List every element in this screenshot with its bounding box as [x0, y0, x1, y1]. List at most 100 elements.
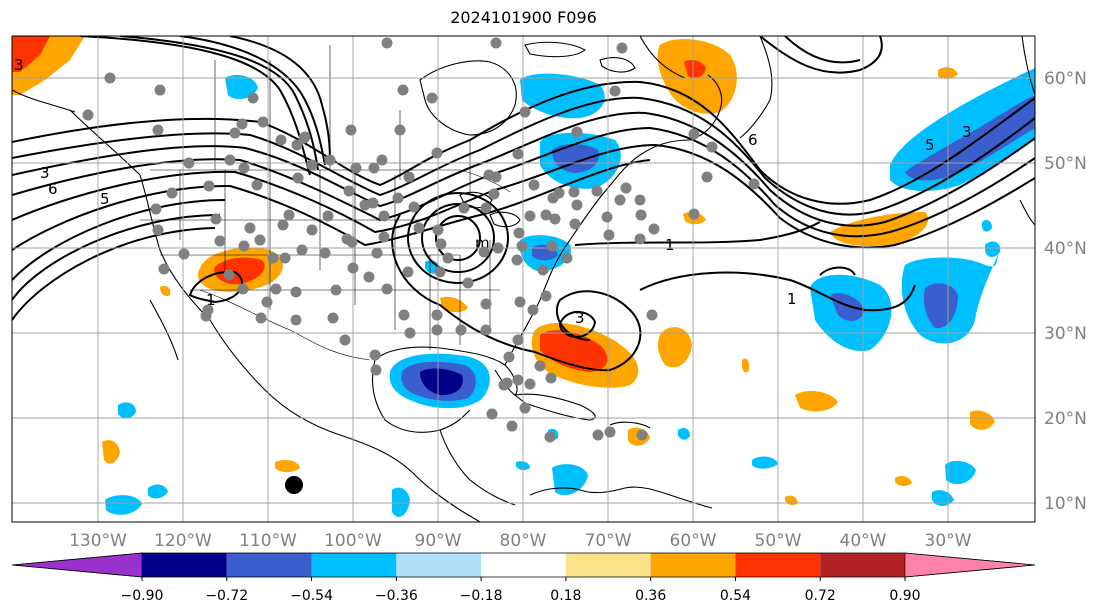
station-marker: [455, 324, 467, 336]
lat-labels: 60°N 50°N 40°N 30°N 20°N 10°N: [1044, 69, 1087, 514]
station-marker: [432, 224, 444, 236]
station-marker: [511, 254, 523, 266]
station-marker: [254, 234, 266, 246]
station-marker: [261, 296, 273, 308]
contours: [12, 36, 1035, 372]
station-marker: [431, 147, 443, 159]
colorbar-bin: [565, 553, 651, 577]
lon-label: 70°W: [585, 531, 632, 551]
station-marker: [458, 202, 470, 214]
anomaly-shading: [12, 36, 1035, 517]
colorbar-tick-label: −0.36: [375, 588, 418, 604]
station-marker: [224, 154, 236, 166]
station-marker: [480, 324, 492, 336]
station-marker: [528, 179, 540, 191]
station-marker: [519, 402, 531, 414]
station-marker: [324, 154, 336, 166]
station-marker: [291, 139, 303, 151]
station-marker: [370, 364, 382, 376]
station-marker: [394, 124, 406, 136]
contour-label: 5: [925, 136, 935, 154]
station-marker: [223, 269, 235, 281]
lon-label: 110°W: [239, 531, 297, 551]
lon-label: 50°W: [755, 531, 802, 551]
station-marker: [267, 252, 279, 264]
colorbar: [11, 552, 1036, 578]
station-marker: [319, 247, 331, 259]
station-marker: [480, 298, 492, 310]
station-marker: [544, 431, 556, 443]
station-marker: [488, 188, 500, 200]
station-marker: [486, 408, 498, 420]
station-marker: [524, 210, 536, 222]
station-marker: [236, 118, 248, 130]
colorbar-bin: [735, 553, 821, 577]
lon-label: 120°W: [154, 531, 212, 551]
station-marker: [166, 187, 178, 199]
station-marker: [534, 360, 546, 372]
station-marker: [150, 203, 162, 215]
station-marker: [603, 229, 615, 241]
colorbar-bin: [820, 553, 905, 577]
station-marker: [442, 252, 454, 264]
map-frame: [11, 35, 1036, 523]
colorbar-tick-label: −0.18: [460, 588, 503, 604]
station-marker: [343, 185, 355, 197]
station-marker: [636, 429, 648, 441]
station-marker: [82, 109, 94, 121]
station-marker: [347, 262, 359, 274]
colorbar-tick-label: 0.36: [635, 588, 666, 604]
station-marker: [290, 314, 302, 326]
colorbar-bin: [226, 553, 312, 577]
lat-label: 10°N: [1044, 494, 1087, 514]
station-marker: [237, 283, 249, 295]
station-marker: [247, 92, 259, 104]
station-marker: [512, 334, 524, 346]
lon-label: 80°W: [500, 531, 547, 551]
station-marker: [592, 429, 604, 441]
contour-labels: 6 5 3 1 1 1 3 6 5 3 3 m: [14, 56, 972, 327]
station-marker: [431, 324, 443, 336]
lon-label: 40°W: [840, 531, 887, 551]
station-marker: [251, 179, 263, 191]
station-marker: [748, 178, 760, 190]
station-marker: [183, 157, 195, 169]
lat-label: 20°N: [1044, 409, 1087, 429]
station-marker: [381, 283, 393, 295]
lon-label: 30°W: [925, 531, 972, 551]
station-marker: [371, 247, 383, 259]
colorbar-extend-low: [11, 552, 143, 578]
station-marker: [634, 194, 646, 206]
station-marker: [483, 169, 495, 181]
contour-label: 6: [748, 131, 758, 149]
contour-label: 3: [40, 164, 50, 182]
lon-label: 100°W: [324, 531, 382, 551]
station-marker: [591, 185, 603, 197]
station-marker: [527, 304, 539, 316]
station-marker: [512, 374, 524, 386]
lat-label: 50°N: [1044, 154, 1087, 174]
station-marker: [512, 148, 524, 160]
station-marker: [478, 246, 490, 258]
station-marker: [257, 116, 269, 128]
station-marker: [398, 309, 410, 321]
station-marker: [275, 134, 287, 146]
station-marker: [178, 248, 190, 260]
station-marker: [381, 37, 393, 49]
station-marker: [537, 264, 549, 276]
station-marker: [604, 426, 616, 438]
station-marker: [299, 131, 311, 143]
station-marker: [152, 224, 164, 236]
station-marker: [229, 127, 241, 139]
station-marker: [540, 209, 552, 221]
coastlines: [12, 36, 1035, 522]
colorbar-tick-label: −0.54: [290, 588, 333, 604]
station-marker: [350, 162, 362, 174]
station-marker: [255, 312, 267, 324]
contour-label: 3: [962, 123, 972, 141]
station-marker: [345, 124, 357, 136]
station-marker: [688, 208, 700, 220]
lat-label: 40°N: [1044, 239, 1087, 259]
station-marker: [435, 238, 447, 250]
lat-label: 30°N: [1044, 324, 1087, 344]
